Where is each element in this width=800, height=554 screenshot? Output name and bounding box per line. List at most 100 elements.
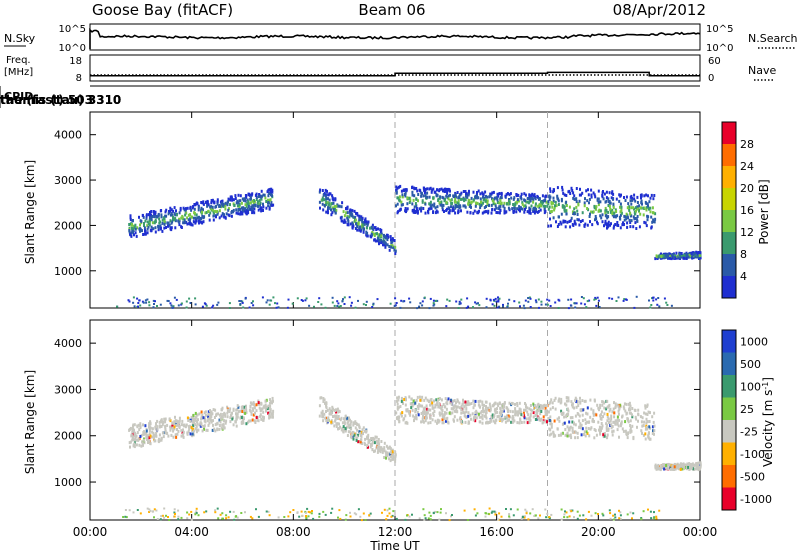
scatter-cell xyxy=(149,228,152,232)
scatter-cell xyxy=(196,419,198,423)
scatter-cell xyxy=(227,409,230,413)
scatter-cell xyxy=(358,214,361,218)
scatter-cell xyxy=(581,413,584,417)
scatter-cell xyxy=(628,208,631,212)
scatter-cell xyxy=(468,421,471,425)
ground-scatter-cell xyxy=(537,517,540,520)
scatter-cell xyxy=(144,231,147,235)
scatter-cell xyxy=(645,421,648,425)
scatter-cell xyxy=(539,405,542,409)
scatter-cell xyxy=(152,431,155,435)
scatter-cell xyxy=(541,194,544,198)
scatter-cell xyxy=(397,395,400,399)
scatter-cell xyxy=(134,223,137,227)
scatter-cell xyxy=(641,202,643,206)
scatter-cell xyxy=(626,215,629,218)
scatter-cell xyxy=(250,205,253,209)
ground-scatter-cell xyxy=(142,301,145,304)
scatter-cell xyxy=(145,429,148,433)
scatter-cell xyxy=(634,199,637,203)
scatter-cell xyxy=(447,211,450,215)
scatter-cell xyxy=(538,197,541,200)
power-colorbar-label: 28 xyxy=(740,138,754,151)
x-tick-label: 00:00 xyxy=(73,525,108,539)
scatter-cell xyxy=(208,213,211,217)
ground-scatter-cell xyxy=(300,510,303,513)
scatter-cell xyxy=(473,209,476,213)
scatter-cell xyxy=(485,405,487,408)
ground-scatter-cell xyxy=(458,303,461,306)
scatter-cell xyxy=(318,190,321,194)
scatter-cell xyxy=(329,205,332,209)
ground-scatter-cell xyxy=(629,511,632,514)
scatter-cell xyxy=(510,196,513,200)
ground-scatter-cell xyxy=(173,511,176,514)
scatter-cell xyxy=(194,418,197,422)
scatter-cell xyxy=(138,443,141,447)
ground-scatter-cell xyxy=(428,511,431,514)
scatter-cell xyxy=(417,199,419,203)
ground-scatter-cell xyxy=(549,305,552,307)
scatter-cell xyxy=(152,210,155,213)
scatter-cell xyxy=(262,205,265,209)
scatter-cell xyxy=(438,397,441,401)
scatter-cell xyxy=(498,192,501,195)
scatter-cell xyxy=(687,465,690,469)
scatter-cell xyxy=(579,424,582,428)
scatter-cell xyxy=(130,231,133,235)
scatter-cell xyxy=(185,423,188,427)
scatter-cell xyxy=(602,433,605,437)
scatter-cell xyxy=(564,225,567,229)
scatter-cell xyxy=(643,206,646,210)
scatter-cell xyxy=(351,213,354,217)
scatter-cell xyxy=(434,405,437,409)
scatter-cell xyxy=(359,440,362,444)
scatter-cell xyxy=(537,406,540,410)
scatter-cell xyxy=(508,401,511,405)
scatter-cell xyxy=(132,224,135,228)
scatter-cell xyxy=(351,435,354,439)
scatter-cell xyxy=(260,209,263,213)
ground-scatter-cell xyxy=(533,515,536,517)
scatter-cell xyxy=(442,403,445,406)
scatter-cell xyxy=(271,194,273,198)
scatter-cell xyxy=(560,409,563,413)
scatter-cell xyxy=(252,408,255,412)
scatter-cell xyxy=(641,431,643,435)
scatter-cell xyxy=(357,220,360,224)
scatter-cell xyxy=(168,210,170,213)
scatter-cell xyxy=(405,398,407,402)
scatter-cell xyxy=(680,253,683,257)
scatter-cell xyxy=(614,208,617,212)
scatter-cell xyxy=(398,198,401,202)
ground-scatter-cell xyxy=(658,305,661,308)
scatter-cell xyxy=(216,428,219,432)
scatter-cell xyxy=(271,415,274,419)
scatter-cell xyxy=(435,398,438,402)
scatter-cell xyxy=(458,193,461,197)
scatter-cell xyxy=(157,228,160,232)
scatter-cell xyxy=(335,414,338,418)
freq-label-line2: [MHz] xyxy=(4,67,33,78)
scatter-cell xyxy=(260,407,263,411)
ground-scatter-cell xyxy=(580,296,583,298)
scatter-cell xyxy=(421,200,424,204)
scatter-cell xyxy=(450,402,453,406)
scatter-cell xyxy=(550,209,553,213)
scatter-cell xyxy=(153,215,156,219)
scatter-cell xyxy=(239,409,242,413)
scatter-cell xyxy=(547,224,550,228)
scatter-cell xyxy=(455,401,457,405)
scatter-cell xyxy=(344,427,347,431)
scatter-cell xyxy=(180,226,183,229)
scatter-cell xyxy=(464,400,467,404)
ground-scatter-cell xyxy=(289,511,292,514)
scatter-cell xyxy=(336,422,339,426)
ground-scatter-cell xyxy=(138,299,141,302)
scatter-cell xyxy=(424,202,427,206)
scatter-cell xyxy=(135,438,138,442)
power-colorbar-label: 12 xyxy=(740,226,754,239)
scatter-cell xyxy=(255,416,258,419)
scatter-cell xyxy=(178,223,181,227)
ground-scatter-cell xyxy=(632,512,635,515)
